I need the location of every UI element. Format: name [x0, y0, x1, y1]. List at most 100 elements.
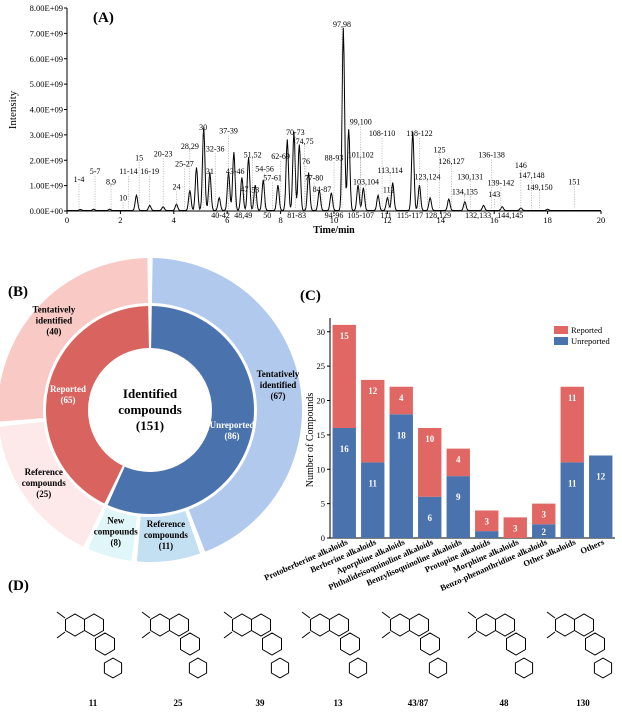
peak-annotation: 31 — [206, 167, 214, 176]
bar-segment — [560, 462, 584, 538]
chromatogram-y-axis-label: Intensity — [7, 90, 19, 129]
structure-drawing: 48 — [467, 611, 534, 708]
bar-segment — [332, 324, 356, 428]
peak-annotation: 1-4 — [74, 175, 85, 184]
bar-value-label: 12 — [368, 386, 378, 396]
peak-annotation: 81-83 — [287, 211, 306, 220]
peak-annotation: 70-73 — [286, 128, 305, 137]
bar-segment — [475, 510, 499, 532]
peak-annotation: 105-107 — [347, 211, 374, 220]
inner-slice-reported — [46, 306, 149, 504]
bar-y-tick-label: 10 — [317, 464, 326, 474]
peak-annotation: 32-36 — [206, 144, 225, 153]
peak-annotation: 111 — [380, 211, 391, 220]
peak-annotation: 128,129 — [425, 211, 451, 220]
bar-value-label: 18 — [397, 430, 407, 440]
inner-slice-label: Reported — [50, 384, 86, 394]
outer-slice-label: (8) — [111, 537, 122, 547]
x-tick-label: 20 — [597, 215, 606, 225]
bar-value-label: 3 — [542, 510, 547, 520]
peak-annotation: 50 — [263, 211, 271, 220]
x-tick-label: 6 — [225, 215, 229, 225]
bar-y-tick-label: 0 — [321, 533, 325, 543]
outer-slice — [151, 258, 303, 552]
chromatogram-x-axis-label: Time/min — [313, 225, 355, 236]
bar-y-axis-label: Number of Compounds — [305, 393, 316, 488]
outer-slice-label: New — [107, 515, 124, 525]
peak-annotation: 112 — [383, 186, 395, 195]
peak-annotation: 20-23 — [154, 149, 173, 158]
bar-segment — [475, 531, 499, 538]
peak-annotation: 84-87 — [313, 185, 332, 194]
y-tick-label: 5.00E+09 — [30, 79, 63, 89]
peak-annotation: 130,131 — [457, 172, 483, 181]
bar-y-tick-label: 30 — [317, 327, 326, 337]
peak-annotation: 146 — [515, 161, 527, 170]
donut-chart: Tentatively identified(67) Reference compou… — [0, 258, 303, 562]
bar-value-label: 3 — [485, 517, 490, 527]
donut-center-title-2: compounds — [118, 402, 182, 417]
outer-slice-label: (11) — [159, 541, 174, 551]
stacked-bar-chart: Number of Compounds 0510152025301615Prot… — [263, 318, 615, 593]
peak-annotation: 144,145 — [497, 211, 523, 220]
structure-label: 130 — [576, 698, 590, 708]
legend-swatch — [554, 326, 568, 334]
peak-annotation: 62-69 — [271, 152, 290, 161]
bar-segment — [361, 379, 385, 463]
peak-annotation: 132,133 — [465, 211, 491, 220]
x-tick-label: 12 — [383, 215, 392, 225]
peak-annotation: 11-14 — [119, 167, 137, 176]
y-tick-label: 0.00E+00 — [30, 206, 63, 216]
peak-annotation: 30 — [199, 123, 207, 132]
structure-label: 13 — [334, 698, 344, 708]
x-tick-label: 16 — [490, 215, 499, 225]
peak-annotation: 54-56 — [255, 165, 274, 174]
donut-center-title-1: Identified — [123, 386, 178, 401]
outer-slice — [88, 507, 138, 561]
structure-label: 39 — [256, 698, 266, 708]
outer-slice-label: (67) — [270, 391, 285, 401]
inner-slice-label: Unreported — [210, 420, 255, 430]
outer-slice-label: compounds — [144, 530, 189, 540]
bar-value-label: 15 — [340, 331, 350, 341]
outer-slice — [0, 258, 149, 422]
outer-slice — [136, 511, 201, 562]
y-tick-label: 1.00E+09 — [30, 181, 63, 191]
bar-y-tick-label: 20 — [317, 396, 326, 406]
peak-annotation: 76 — [302, 157, 310, 166]
peak-annotation: 25-27 — [175, 160, 194, 169]
structure-drawing: 130 — [546, 611, 613, 708]
outer-slice-label: Tentatively — [33, 304, 76, 314]
bar-segment — [446, 448, 470, 477]
y-tick-label: 4.00E+09 — [30, 105, 63, 115]
x-tick-label: 18 — [543, 215, 552, 225]
structure-drawing: 39 — [223, 611, 290, 708]
peak-annotation: 101,102 — [348, 151, 374, 160]
peak-annotation: 143 — [488, 190, 500, 199]
peak-annotation: 8,9 — [106, 177, 116, 186]
peak-annotation: 51,52 — [244, 151, 262, 160]
peak-annotation: 113,114 — [377, 166, 402, 175]
outer-slice-label: identified — [260, 380, 297, 390]
bar-value-label: 12 — [596, 472, 606, 482]
panel-label-d: (D) — [8, 578, 29, 594]
bar-segment — [560, 386, 584, 463]
y-tick-label: 8.00E+09 — [30, 3, 63, 13]
outer-slice-label: Reference — [25, 467, 63, 477]
outer-slice — [0, 421, 104, 547]
outer-slice-label: (25) — [36, 489, 51, 499]
bar-value-label: 4 — [399, 393, 404, 403]
peak-annotation: 10 — [119, 193, 127, 202]
bar-value-label: 4 — [456, 455, 461, 465]
inner-slice-count: (65) — [60, 395, 75, 405]
peak-annotation: 134,135 — [452, 188, 478, 197]
bar-segment — [418, 496, 442, 538]
legend-swatch — [554, 337, 568, 345]
bar-y-tick-label: 25 — [317, 361, 326, 371]
bar-segment — [503, 517, 527, 538]
bar-segment — [532, 524, 556, 538]
peak-annotation: 147,148 — [519, 171, 545, 180]
bar-y-tick-label: 15 — [317, 430, 326, 440]
chromatogram-chart: Intensity Time/min 0.00E+00 1.00E+09 2.00E… — [7, 3, 605, 236]
